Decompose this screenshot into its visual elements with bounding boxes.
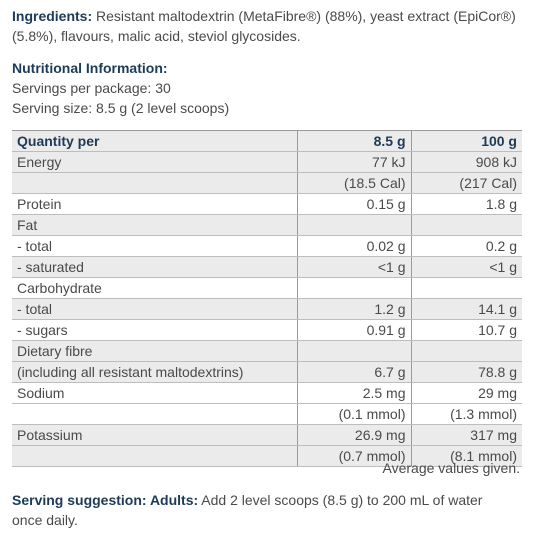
row-label: - saturated <box>12 256 297 278</box>
row-label: Carbohydrate <box>12 277 297 299</box>
header-per-100g: 100 g <box>410 130 522 152</box>
table-row: - saturated <1 g <1 g <box>12 256 522 278</box>
table-row: Sodium 2.5 mg 29 mg <box>12 382 522 404</box>
row-per-serving: 1.2 g <box>296 298 411 320</box>
table-row: (0.7 mmol) (8.1 mmol) <box>12 445 522 467</box>
table-row: (18.5 Cal) (217 Cal) <box>12 172 522 194</box>
row-per-serving: 0.91 g <box>296 319 411 341</box>
table-row: Energy 77 kJ 908 kJ <box>12 151 522 173</box>
row-per-serving: 6.7 g <box>296 361 411 383</box>
row-per-100g: 0.2 g <box>410 235 522 257</box>
row-per-100g: (8.1 mmol) <box>410 445 522 467</box>
table-row: Protein 0.15 g 1.8 g <box>12 193 522 215</box>
row-label <box>12 172 297 194</box>
row-label: - total <box>12 298 297 320</box>
row-per-serving: 77 kJ <box>296 151 411 173</box>
row-per-100g: (217 Cal) <box>410 172 522 194</box>
nutrition-title: Nutritional Information: <box>12 60 168 76</box>
row-per-100g: <1 g <box>410 256 522 278</box>
row-per-100g: (1.3 mmol) <box>410 403 522 425</box>
row-per-100g: 78.8 g <box>410 361 522 383</box>
serving-suggestion-label: Serving suggestion: Adults: <box>12 492 199 508</box>
table-row: Fat <box>12 214 522 236</box>
serving-suggestion: Serving suggestion: Adults: Add 2 level … <box>12 490 512 530</box>
row-per-serving <box>296 277 411 299</box>
row-per-serving: (0.7 mmol) <box>296 445 411 467</box>
row-label: Dietary fibre <box>12 340 297 362</box>
row-per-serving <box>296 340 411 362</box>
row-label: Protein <box>12 193 297 215</box>
row-per-100g: 908 kJ <box>410 151 522 173</box>
nutrition-summary: Nutritional Information: Servings per pa… <box>12 58 528 118</box>
row-label: Potassium <box>12 424 297 446</box>
row-per-serving: 26.9 mg <box>296 424 411 446</box>
row-per-100g <box>410 214 522 236</box>
row-per-serving <box>296 214 411 236</box>
row-label <box>12 445 297 467</box>
row-per-serving: (0.1 mmol) <box>296 403 411 425</box>
row-per-serving: <1 g <box>296 256 411 278</box>
row-per-serving: 0.02 g <box>296 235 411 257</box>
row-per-100g: 14.1 g <box>410 298 522 320</box>
row-per-100g <box>410 340 522 362</box>
row-per-100g: 29 mg <box>410 382 522 404</box>
table-row: Carbohydrate <box>12 277 522 299</box>
row-per-100g: 10.7 g <box>410 319 522 341</box>
table-row: Dietary fibre <box>12 340 522 362</box>
row-label: (including all resistant maltodextrins) <box>12 361 297 383</box>
header-per-serving: 8.5 g <box>296 130 411 152</box>
row-per-serving: 0.15 g <box>296 193 411 215</box>
row-label: - sugars <box>12 319 297 341</box>
header-quantity-per: Quantity per <box>12 130 297 152</box>
row-label: Energy <box>12 151 297 173</box>
row-per-100g <box>410 277 522 299</box>
row-per-serving: (18.5 Cal) <box>296 172 411 194</box>
row-label: - total <box>12 235 297 257</box>
table-row: (0.1 mmol) (1.3 mmol) <box>12 403 522 425</box>
table-row: - sugars 0.91 g 10.7 g <box>12 319 522 341</box>
ingredients-paragraph: Ingredients: Resistant maltodextrin (Met… <box>12 6 528 46</box>
row-per-100g: 317 mg <box>410 424 522 446</box>
table-row: - total 1.2 g 14.1 g <box>12 298 522 320</box>
ingredients-label: Ingredients: <box>12 8 93 24</box>
servings-per-package: Servings per package: 30 <box>12 80 171 96</box>
row-label <box>12 403 297 425</box>
row-label: Fat <box>12 214 297 236</box>
average-values-note: Average values given. <box>382 460 521 476</box>
nutrition-table: Quantity per 8.5 g 100 g Energy 77 kJ 90… <box>12 130 522 467</box>
table-header-row: Quantity per 8.5 g 100 g <box>12 130 522 152</box>
serving-size: Serving size: 8.5 g (2 level scoops) <box>12 100 230 116</box>
serving-suggestion-text: Add 2 level scoops (8.5 g) to 200 mL of … <box>12 492 483 528</box>
row-label: Sodium <box>12 382 297 404</box>
table-row: (including all resistant maltodextrins) … <box>12 361 522 383</box>
table-row: - total 0.02 g 0.2 g <box>12 235 522 257</box>
ingredients-text: Resistant maltodextrin (MetaFibre®) (88%… <box>12 8 516 44</box>
row-per-100g: 1.8 g <box>410 193 522 215</box>
table-row: Potassium 26.9 mg 317 mg <box>12 424 522 446</box>
row-per-serving: 2.5 mg <box>296 382 411 404</box>
